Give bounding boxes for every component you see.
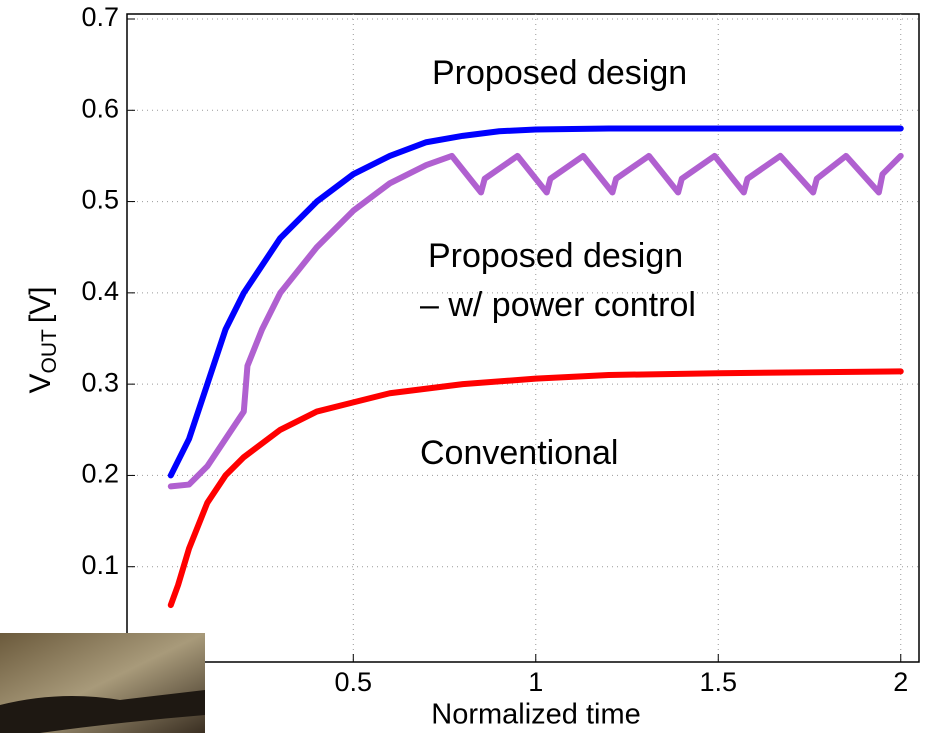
series-line bbox=[167, 152, 904, 490]
series-line bbox=[167, 125, 904, 479]
y-tick-label: 0.3 bbox=[81, 367, 119, 397]
y-axis-label-part: V bbox=[24, 374, 57, 394]
y-tick-label: 0.7 bbox=[81, 2, 119, 32]
annotation: Proposed design bbox=[428, 237, 683, 275]
x-tick-label: 0.5 bbox=[335, 667, 373, 697]
y-tick-label: 0.2 bbox=[81, 459, 119, 489]
y-tick-label: 0.1 bbox=[81, 550, 119, 580]
y-axis-label: VOUT [V] bbox=[24, 286, 61, 393]
photo-detail bbox=[0, 690, 205, 733]
annotation: – w/ power control bbox=[420, 286, 696, 324]
y-axis-label-part: OUT bbox=[38, 329, 61, 374]
y-tick-label: 0.6 bbox=[81, 93, 119, 123]
y-tick-label: 0.4 bbox=[81, 276, 119, 306]
series-line bbox=[167, 368, 904, 609]
x-tick-label: 1.5 bbox=[699, 667, 737, 697]
annotation: Proposed design bbox=[432, 54, 687, 92]
plot-area bbox=[126, 13, 920, 663]
series-group bbox=[167, 125, 904, 609]
y-tick-label: 0.5 bbox=[81, 185, 119, 215]
annotation: Conventional bbox=[420, 434, 618, 472]
y-axis-label-part: [V] bbox=[24, 286, 57, 323]
x-tick-label: 2 bbox=[893, 667, 908, 697]
grid bbox=[127, 14, 919, 662]
x-axis-label: Normalized time bbox=[431, 699, 641, 731]
labels: 0.1 0.2 0.3 0.4 0.5 0.6 0.7 0.5 1 1.5 2 Normalized … bbox=[24, 2, 908, 731]
x-tick-label: 1 bbox=[528, 667, 543, 697]
